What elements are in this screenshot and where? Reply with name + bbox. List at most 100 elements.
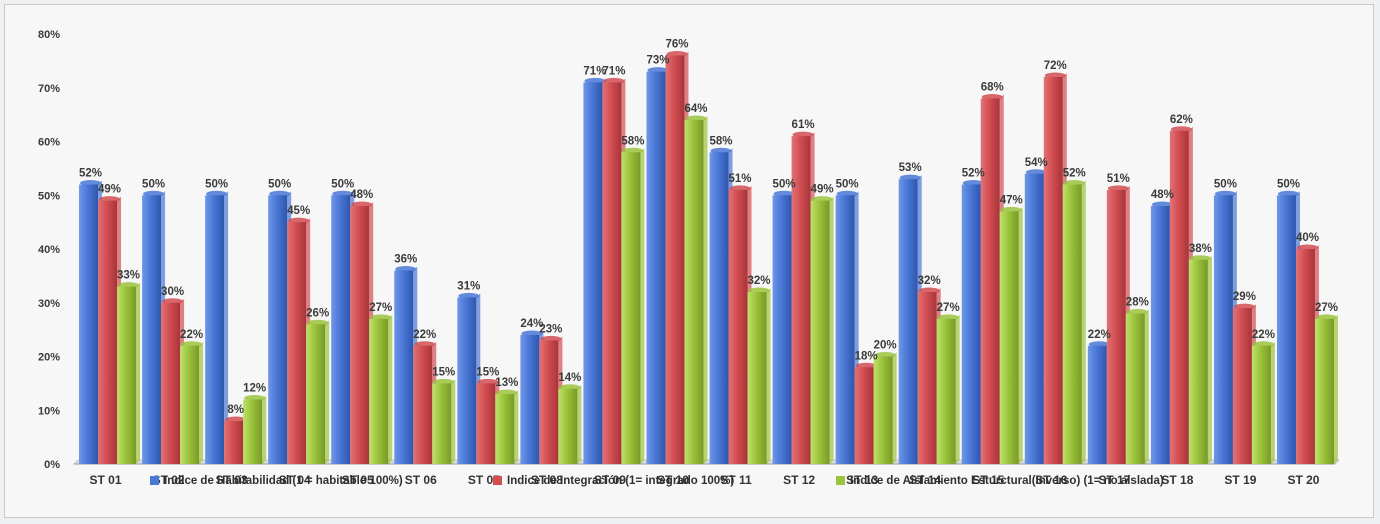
bar-front (873, 356, 893, 464)
data-label: 40% (1296, 232, 1319, 244)
bar-side (1333, 314, 1338, 464)
y-tick-label: 40% (38, 244, 60, 256)
data-label: 27% (1315, 302, 1338, 314)
bar-side (451, 379, 456, 464)
bar-side (703, 116, 708, 464)
bar-side (199, 341, 204, 464)
axis-layer: 0% 10% 20% 30% 40% 50% 60% 70% 80% ST 01 ST 02 ST 0… (38, 29, 1340, 487)
y-tick-label: 20% (38, 352, 60, 364)
bar-front (854, 367, 874, 464)
data-label: 22% (180, 329, 203, 341)
bar-front (980, 98, 1000, 464)
data-label: 52% (1063, 168, 1086, 180)
data-label: 62% (1170, 114, 1193, 126)
x-category-label: ST 18 (1161, 473, 1193, 487)
x-category-label: ST 13 (846, 473, 878, 487)
data-label: 47% (1000, 194, 1023, 206)
data-label: 48% (1151, 189, 1174, 201)
bar-front (369, 318, 389, 464)
x-category-label: ST 04 (279, 473, 311, 487)
x-category-label: ST 02 (153, 473, 185, 487)
bars-layer (79, 51, 1338, 464)
bar-front (917, 292, 937, 464)
data-label: 22% (1252, 329, 1275, 341)
data-label: 24% (520, 318, 543, 330)
bar-front (1125, 313, 1145, 464)
bar-side (514, 390, 519, 464)
bar-front (457, 297, 477, 464)
bar-front (1276, 195, 1296, 464)
x-category-label: ST 09 (594, 473, 626, 487)
bar-front (98, 200, 118, 464)
x-category-label: ST 14 (909, 473, 941, 487)
bar-front (432, 383, 452, 464)
x-category-label: ST 20 (1287, 473, 1319, 487)
bar-side (577, 384, 582, 464)
bar-side (325, 320, 330, 464)
bar-front (747, 292, 767, 464)
data-label: 32% (918, 275, 941, 287)
bar-side (1207, 255, 1212, 464)
x-category-label: ST 06 (405, 473, 437, 487)
legend-swatch (150, 476, 159, 485)
bar (432, 378, 456, 464)
y-tick-label: 10% (38, 405, 60, 417)
data-label: 49% (98, 184, 121, 196)
data-label: 73% (646, 55, 669, 67)
bar-front (520, 335, 540, 464)
x-category-label: ST 16 (1035, 473, 1067, 487)
data-label: 28% (1126, 297, 1149, 309)
bar-front (665, 55, 685, 464)
bar-front (331, 195, 351, 464)
y-tick-label: 30% (38, 298, 60, 310)
bar-front (1150, 206, 1170, 464)
bar (936, 314, 960, 464)
bar-front (224, 421, 244, 464)
data-label: 45% (287, 205, 310, 217)
bar (558, 384, 582, 464)
bar-side (766, 288, 771, 464)
data-label: 20% (874, 340, 897, 352)
bar-front (142, 195, 162, 464)
data-label: 18% (855, 350, 878, 362)
data-label: 14% (558, 372, 581, 384)
bar-side (955, 314, 960, 464)
bar-front (709, 152, 729, 464)
y-tick-label: 0% (44, 459, 60, 471)
bar-side (1081, 180, 1086, 464)
x-category-label: ST 15 (972, 473, 1004, 487)
bar (243, 395, 267, 464)
bar-front (117, 286, 137, 464)
bar-front (1024, 173, 1044, 464)
bar-side (892, 352, 897, 464)
bar-front (1106, 189, 1126, 464)
x-category-label: ST 19 (1224, 473, 1256, 487)
y-tick-label: 50% (38, 190, 60, 202)
data-label: 50% (331, 178, 354, 190)
bar-side (1270, 341, 1275, 464)
bar-front (394, 270, 414, 464)
bar (369, 314, 393, 464)
data-label: 71% (602, 65, 625, 77)
bar-front (1087, 345, 1107, 464)
data-label: 36% (394, 254, 417, 266)
bar-front (810, 200, 830, 464)
bar (1314, 314, 1338, 464)
bar-side (640, 148, 645, 464)
bar (205, 190, 229, 464)
bar (180, 341, 204, 464)
bar (747, 287, 771, 464)
bar-front (684, 120, 704, 464)
data-label: 15% (476, 366, 499, 378)
bar-front (646, 71, 666, 464)
data-label: 52% (962, 168, 985, 180)
x-category-label: ST 03 (216, 473, 248, 487)
bar-side (388, 314, 393, 464)
bar (1062, 180, 1086, 464)
x-category-label: ST 08 (531, 473, 563, 487)
data-label: 71% (583, 65, 606, 77)
bar-front (772, 195, 792, 464)
y-tick-label: 60% (38, 137, 60, 149)
data-label: 29% (1233, 291, 1256, 303)
legend-label: Indice de Habitabilidad (1 = habitable 1… (164, 475, 403, 487)
